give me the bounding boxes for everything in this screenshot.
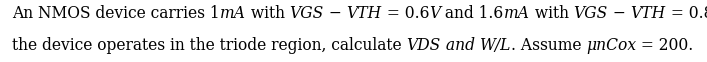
Text: with: with bbox=[245, 5, 289, 22]
Text: VTH: VTH bbox=[631, 5, 665, 22]
Text: An NMOS device carries 1: An NMOS device carries 1 bbox=[12, 5, 220, 22]
Text: VGS: VGS bbox=[573, 5, 608, 22]
Text: . Assume: . Assume bbox=[511, 37, 586, 54]
Text: VTH: VTH bbox=[346, 5, 382, 22]
Text: = 0.8: = 0.8 bbox=[665, 5, 707, 22]
Text: −: − bbox=[324, 5, 346, 22]
Text: mA: mA bbox=[503, 5, 530, 22]
Text: the device operates in the triode region, calculate: the device operates in the triode region… bbox=[12, 37, 407, 54]
Text: VDS: VDS bbox=[407, 37, 440, 54]
Text: with: with bbox=[530, 5, 573, 22]
Text: and 1.6: and 1.6 bbox=[440, 5, 503, 22]
Text: = 0.6: = 0.6 bbox=[382, 5, 429, 22]
Text: V: V bbox=[429, 5, 440, 22]
Text: −: − bbox=[608, 5, 631, 22]
Text: = 200.: = 200. bbox=[636, 37, 694, 54]
Text: μnCox: μnCox bbox=[586, 37, 636, 54]
Text: mA: mA bbox=[220, 5, 245, 22]
Text: and: and bbox=[440, 37, 479, 54]
Text: VGS: VGS bbox=[289, 5, 324, 22]
Text: W/L: W/L bbox=[479, 37, 511, 54]
